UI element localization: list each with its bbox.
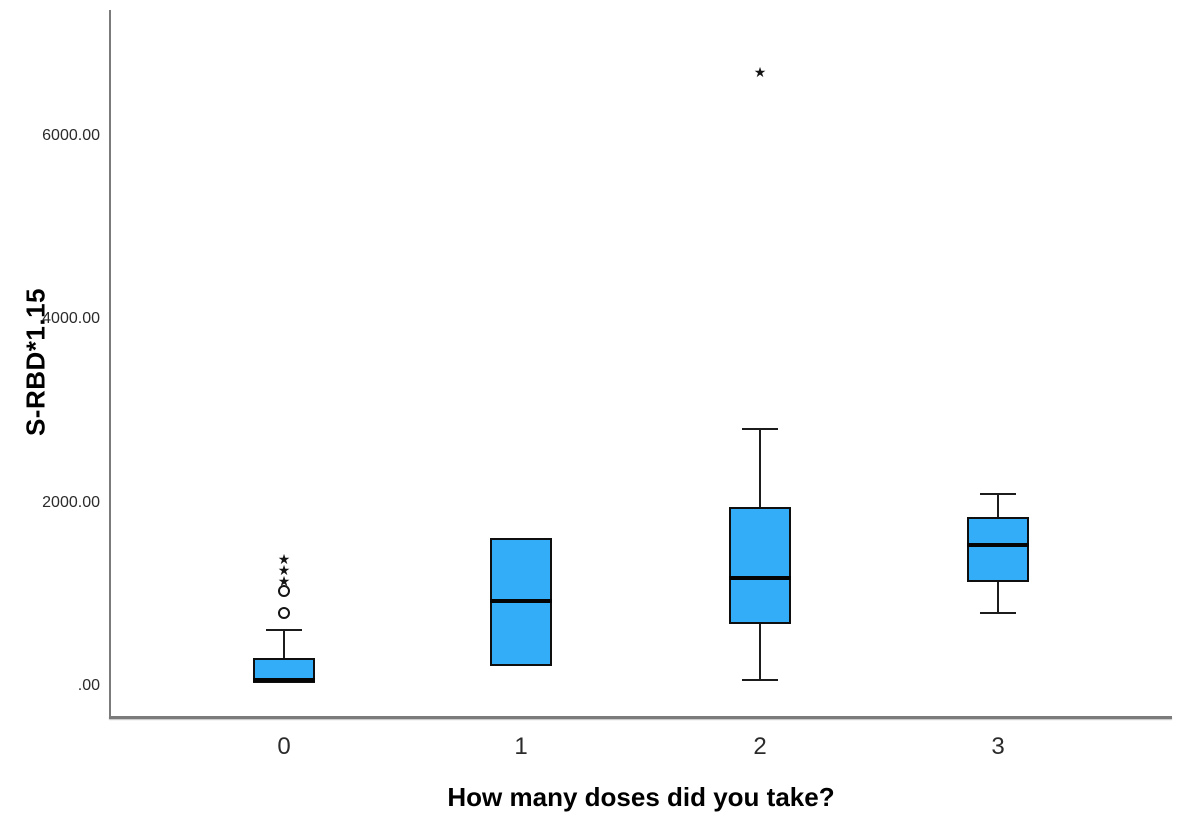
median-line (253, 677, 315, 682)
upper-whisker-cap (266, 629, 302, 632)
upper-whisker-line (283, 630, 285, 659)
outlier-marker (278, 584, 290, 597)
lower-whisker-cap (980, 611, 1016, 614)
upper-whisker-cap (980, 493, 1016, 496)
x-category-label: 2 (753, 733, 767, 760)
x-category-label: 1 (514, 733, 528, 760)
y-tick-label: 2000.00 (42, 493, 100, 511)
lower-whisker-line (997, 581, 999, 613)
x-category-label: 3 (991, 733, 1005, 760)
median-line (490, 598, 552, 603)
upper-whisker-line (997, 494, 999, 518)
y-axis-line (109, 10, 111, 718)
outlier-marker (278, 606, 290, 619)
y-tick-label: .00 (77, 677, 100, 694)
extreme-outlier-marker: ★ (753, 64, 767, 81)
upper-whisker-cap (742, 428, 778, 431)
upper-whisker-line (759, 429, 761, 508)
extreme-outlier-marker: ★ (277, 562, 291, 579)
x-category-label: 0 (277, 733, 291, 760)
y-tick-label: 6000.00 (42, 127, 100, 145)
x-axis-line (109, 716, 1172, 719)
extreme-outlier-marker: ★ (277, 574, 291, 591)
median-line (729, 575, 791, 580)
x-axis-title: How many doses did you take? (447, 782, 835, 812)
extreme-outlier-marker: ★ (277, 552, 291, 569)
lower-whisker-cap (742, 678, 778, 681)
y-tick-label: 4000.00 (42, 310, 100, 328)
median-line (967, 542, 1029, 547)
box-iqr (967, 517, 1029, 582)
lower-whisker-line (759, 623, 761, 680)
box-iqr (729, 507, 791, 624)
